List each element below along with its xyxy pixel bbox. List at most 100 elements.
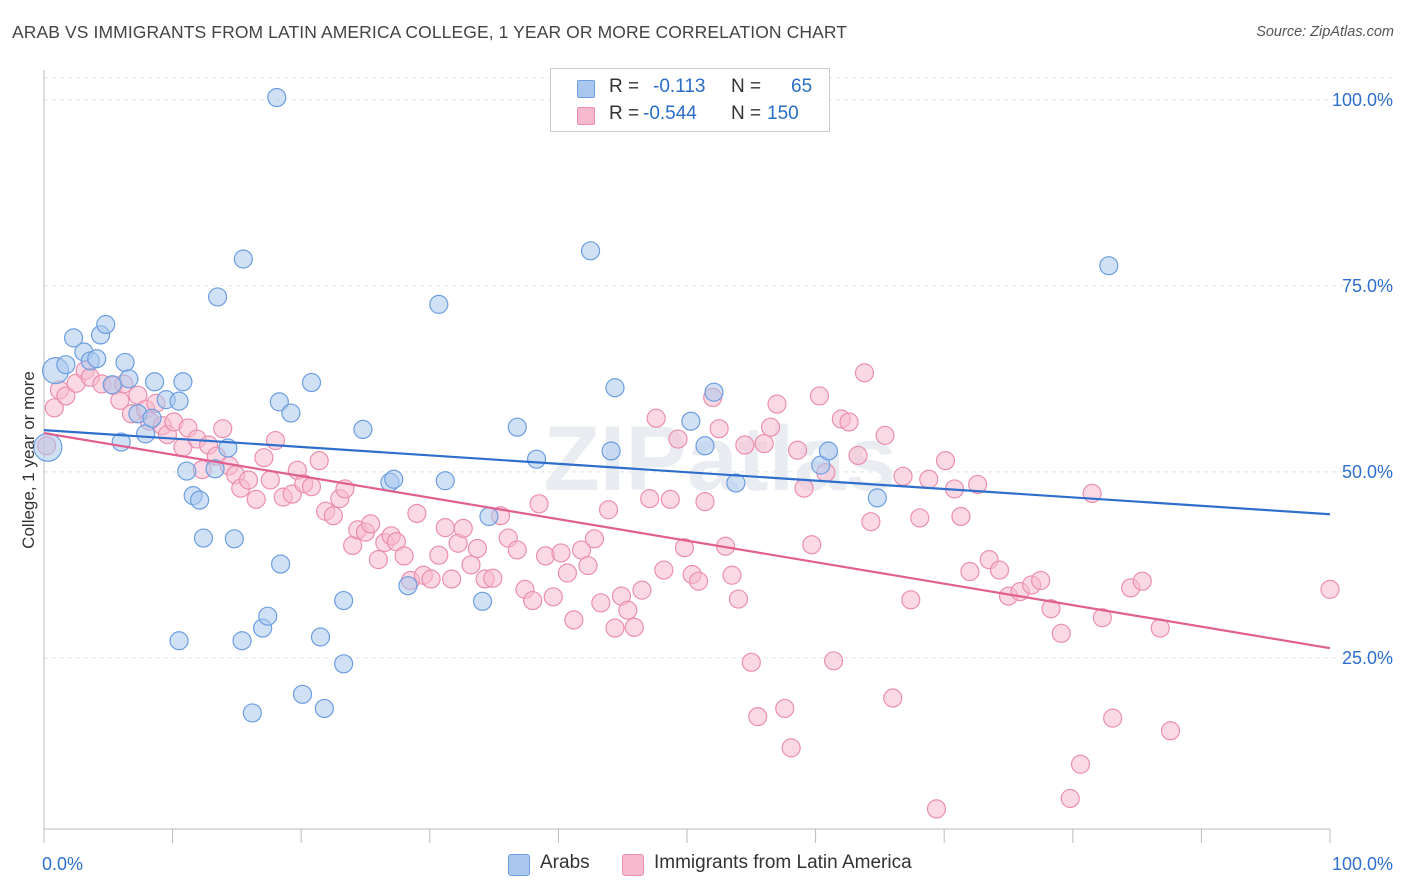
latin-point bbox=[767, 394, 787, 414]
latin-point bbox=[709, 419, 729, 439]
arabs-point bbox=[177, 461, 197, 481]
arabs-point bbox=[193, 528, 214, 548]
latin-point bbox=[246, 489, 266, 509]
latin-point bbox=[535, 546, 556, 566]
latin-point bbox=[910, 508, 930, 528]
latin-point bbox=[668, 429, 688, 449]
tick-labels: 25.0% 50.0% 75.0% 100.0% 0.0% 100.0% bbox=[42, 90, 1393, 874]
y-tick-label: 75.0% bbox=[1342, 276, 1393, 296]
latin-point bbox=[309, 451, 329, 471]
latin-point bbox=[1160, 721, 1181, 741]
correlation-legend: R = -0.113 N = 65 R = -0.544 N = 150 bbox=[550, 68, 830, 132]
latin-point bbox=[323, 506, 343, 526]
latin-point bbox=[407, 503, 427, 524]
latin-point bbox=[781, 738, 801, 758]
arabs-point bbox=[353, 419, 373, 440]
latin-point bbox=[421, 569, 441, 589]
arabs-point bbox=[384, 469, 404, 489]
arabs-point bbox=[267, 87, 287, 108]
latin-point bbox=[787, 440, 808, 460]
arabs-point bbox=[233, 249, 253, 269]
arabs-point bbox=[334, 590, 354, 611]
arabs-point bbox=[472, 591, 493, 611]
arabs-point bbox=[281, 403, 301, 423]
latin-point bbox=[483, 568, 503, 588]
arabs-point bbox=[269, 392, 289, 412]
latin-point bbox=[1031, 570, 1051, 591]
y-tick-label: 100.0% bbox=[1332, 90, 1393, 110]
latin-point bbox=[361, 514, 381, 534]
latin-point bbox=[564, 610, 584, 630]
arabs-swatch bbox=[577, 80, 595, 98]
latin-point bbox=[861, 512, 881, 532]
arabs-point bbox=[695, 436, 715, 456]
arabs-point bbox=[310, 627, 331, 647]
latin-point bbox=[529, 494, 549, 514]
latin-point bbox=[674, 538, 695, 558]
latin-point bbox=[883, 688, 903, 708]
chart-title: ARAB VS IMMIGRANTS FROM LATIN AMERICA CO… bbox=[12, 22, 848, 42]
arabs-n-value: 65 bbox=[791, 76, 813, 97]
latin-n-label: N = bbox=[731, 103, 762, 124]
x-tick-label-max: 100.0% bbox=[1332, 854, 1393, 874]
latin-point bbox=[695, 491, 715, 512]
latin-point bbox=[543, 587, 563, 607]
latin-point bbox=[901, 590, 921, 610]
arabs-legend-label: Arabs bbox=[540, 852, 590, 873]
latin-point bbox=[688, 571, 709, 591]
arabs-point bbox=[479, 506, 499, 527]
y-tick-label: 50.0% bbox=[1342, 462, 1393, 482]
arabs-r-value: -0.113 bbox=[653, 76, 706, 97]
latin-point bbox=[754, 433, 774, 454]
arabs-point bbox=[87, 349, 107, 369]
trend-lines bbox=[43, 429, 1331, 650]
arabs-point bbox=[726, 473, 746, 493]
arabs-r-label: R = bbox=[609, 76, 640, 97]
latin-point bbox=[301, 477, 322, 497]
latin-point bbox=[824, 651, 844, 671]
latin-point bbox=[854, 363, 875, 383]
latin-point bbox=[1051, 623, 1071, 643]
latin-point bbox=[435, 518, 455, 538]
latin-r-label: R = bbox=[609, 103, 640, 124]
latin-point bbox=[429, 545, 449, 565]
arabs-point bbox=[580, 241, 601, 261]
arabs-point bbox=[169, 631, 189, 651]
arabs-point bbox=[56, 355, 76, 375]
latin-point bbox=[1070, 754, 1091, 774]
latin-point bbox=[654, 560, 674, 580]
latin-point bbox=[960, 561, 980, 582]
grid-lines bbox=[44, 77, 1393, 659]
latin-point bbox=[875, 425, 895, 445]
source-label: Source: ZipAtlas.com bbox=[1256, 24, 1394, 40]
arabs-point bbox=[208, 287, 228, 307]
arabs-points bbox=[33, 87, 1119, 723]
arabs-point bbox=[818, 441, 839, 461]
latin-point bbox=[919, 469, 939, 489]
latin-point bbox=[839, 412, 859, 432]
arabs-point bbox=[190, 490, 210, 510]
arabs-point bbox=[232, 631, 252, 651]
arabs-point bbox=[314, 698, 334, 719]
latin-point bbox=[56, 386, 76, 406]
arabs-point bbox=[258, 606, 278, 626]
latin-swatch bbox=[577, 107, 595, 125]
latin-point bbox=[618, 600, 638, 620]
latin-point bbox=[660, 489, 680, 509]
latin-point bbox=[591, 593, 611, 613]
latin-point bbox=[640, 489, 660, 509]
arabs-point bbox=[142, 408, 162, 428]
latin-point bbox=[598, 500, 619, 520]
latin-point bbox=[893, 466, 913, 486]
arabs-point bbox=[507, 417, 527, 437]
latin-point bbox=[632, 580, 652, 600]
latin-point bbox=[1092, 608, 1112, 628]
latin-point bbox=[368, 550, 388, 570]
latin-point bbox=[394, 546, 414, 566]
latin-point bbox=[989, 560, 1010, 580]
latin-point bbox=[748, 707, 768, 727]
arabs-point bbox=[605, 378, 625, 398]
latin-point bbox=[1132, 571, 1152, 591]
arabs-point bbox=[867, 488, 887, 508]
latin-point bbox=[523, 590, 543, 611]
